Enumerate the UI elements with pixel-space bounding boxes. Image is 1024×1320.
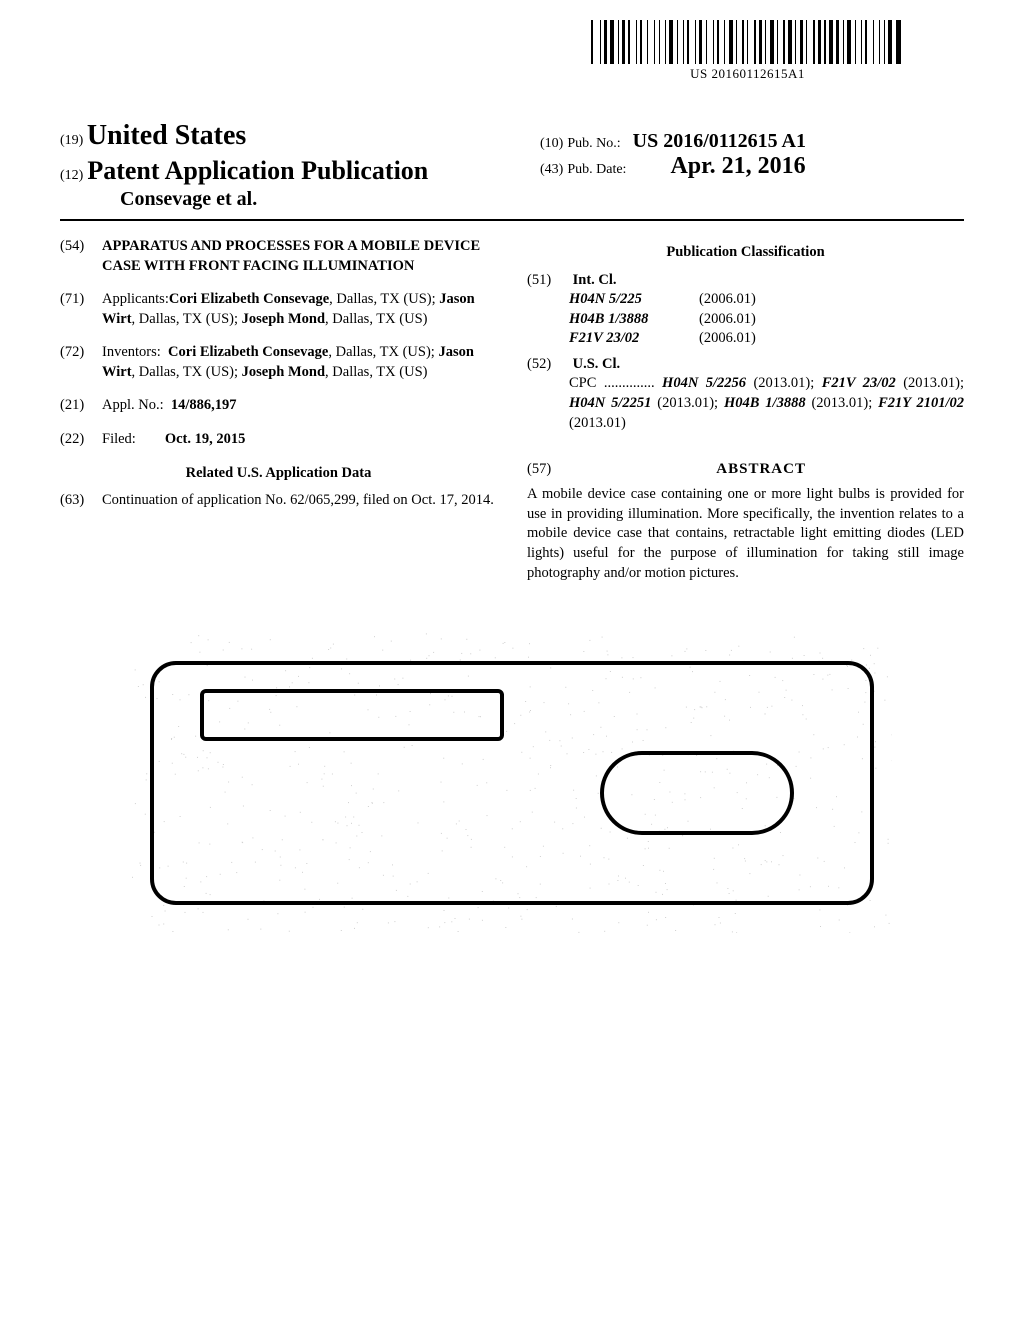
intcl-year: (2006.01) — [699, 310, 756, 330]
led-cutout — [602, 753, 792, 833]
pubdate-label: Pub. Date: — [567, 162, 626, 177]
left-column: (54) APPARATUS AND PROCESSES FOR A MOBIL… — [60, 237, 497, 583]
intcl-row: H04N 5/225(2006.01) — [569, 290, 964, 310]
pubno-line: (10) Pub. No.: US 2016/0112615 A1 — [540, 130, 806, 153]
figure-svg — [132, 633, 892, 933]
title-item: (54) APPARATUS AND PROCESSES FOR A MOBIL… — [60, 237, 497, 276]
continuation-item: (63) Continuation of application No. 62/… — [60, 491, 497, 511]
intcl-code: H04B 1/3888 — [569, 310, 699, 330]
abstract-text: A mobile device case containing one or m… — [527, 485, 964, 583]
intcl-code: H04N 5/225 — [569, 290, 699, 310]
barcode-block: US 20160112615A1 — [591, 20, 904, 82]
continuation-num: (63) — [60, 491, 102, 511]
intcl-code: F21V 23/02 — [569, 329, 699, 349]
applicants-item: (71) Applicants:Cori Elizabeth Consevage… — [60, 290, 497, 329]
pubdate-num: (43) — [540, 162, 563, 177]
label-plate — [202, 691, 502, 739]
abstract-num: (57) — [527, 460, 569, 480]
abstract-label: ABSTRACT — [573, 459, 950, 479]
barcode-text: US 20160112615A1 — [591, 66, 904, 82]
jurisdiction-line: (19) United States — [60, 120, 964, 152]
applno: 14/886,197 — [171, 397, 237, 413]
intcl-row: F21V 23/02(2006.01) — [569, 329, 964, 349]
patent-figure — [60, 633, 964, 933]
intcl-label: Int. Cl. — [573, 272, 617, 288]
uscl-block: (52) U.S. Cl. CPC .............. H04N 5/… — [527, 355, 964, 433]
intcl-year: (2006.01) — [699, 329, 756, 349]
inventors-num: (72) — [60, 343, 102, 382]
right-column: Publication Classification (51) Int. Cl.… — [527, 237, 964, 583]
cpc-line: CPC .............. H04N 5/2256 (2013.01)… — [569, 374, 964, 433]
applicants-num: (71) — [60, 290, 102, 329]
case-outline — [152, 663, 872, 903]
pubdate-line: (43) Pub. Date: Apr. 21, 2016 — [540, 153, 806, 180]
authors: Consevage et al. — [120, 188, 964, 211]
jurisdiction-num: (19) — [60, 133, 83, 148]
applno-num: (21) — [60, 396, 102, 416]
intcl-num: (51) — [527, 271, 569, 291]
pubno-num: (10) — [540, 136, 563, 151]
pub-num12: (12) — [60, 168, 83, 183]
related-title: Related U.S. Application Data — [60, 464, 497, 484]
inventors-label: Inventors: — [102, 344, 161, 360]
pubno-label: Pub. No.: — [567, 136, 620, 151]
columns: (54) APPARATUS AND PROCESSES FOR A MOBIL… — [60, 237, 964, 583]
classification-title: Publication Classification — [527, 243, 964, 263]
filed-num: (22) — [60, 430, 102, 450]
intcl-list: H04N 5/225(2006.01)H04B 1/3888(2006.01)F… — [569, 290, 964, 349]
divider-rule — [60, 219, 964, 221]
uscl-label: U.S. Cl. — [573, 356, 621, 372]
applno-item: (21) Appl. No.: 14/886,197 — [60, 396, 497, 416]
title-num: (54) — [60, 237, 102, 276]
pub-title: Patent Application Publication — [87, 156, 428, 185]
filed-label: Filed: — [102, 431, 136, 447]
barcode — [591, 20, 904, 64]
intcl-year: (2006.01) — [699, 290, 756, 310]
cpc-label: CPC .............. — [569, 375, 655, 391]
scan-noise — [132, 634, 892, 934]
pubdate: Apr. 21, 2016 — [670, 153, 805, 179]
filed-item: (22) Filed: Oct. 19, 2015 — [60, 430, 497, 450]
uscl-num: (52) — [527, 355, 569, 375]
intcl-row: H04B 1/3888(2006.01) — [569, 310, 964, 330]
continuation-text: Continuation of application No. 62/065,2… — [102, 491, 497, 511]
intcl-block: (51) Int. Cl. H04N 5/225(2006.01)H04B 1/… — [527, 271, 964, 349]
invention-title: APPARATUS AND PROCESSES FOR A MOBILE DEV… — [102, 238, 480, 274]
right-header: (10) Pub. No.: US 2016/0112615 A1 (43) P… — [540, 130, 806, 180]
jurisdiction: United States — [87, 120, 246, 151]
pubno: US 2016/0112615 A1 — [633, 130, 806, 152]
inventors-item: (72) Inventors: Cori Elizabeth Consevage… — [60, 343, 497, 382]
publication-line: (12) Patent Application Publication — [60, 156, 964, 186]
applicants-label: Applicants: — [102, 291, 169, 307]
abstract-block: (57) ABSTRACT — [527, 447, 964, 485]
applno-label: Appl. No.: — [102, 397, 164, 413]
header: (19) United States (12) Patent Applicati… — [60, 120, 964, 211]
filed-date: Oct. 19, 2015 — [165, 431, 246, 447]
